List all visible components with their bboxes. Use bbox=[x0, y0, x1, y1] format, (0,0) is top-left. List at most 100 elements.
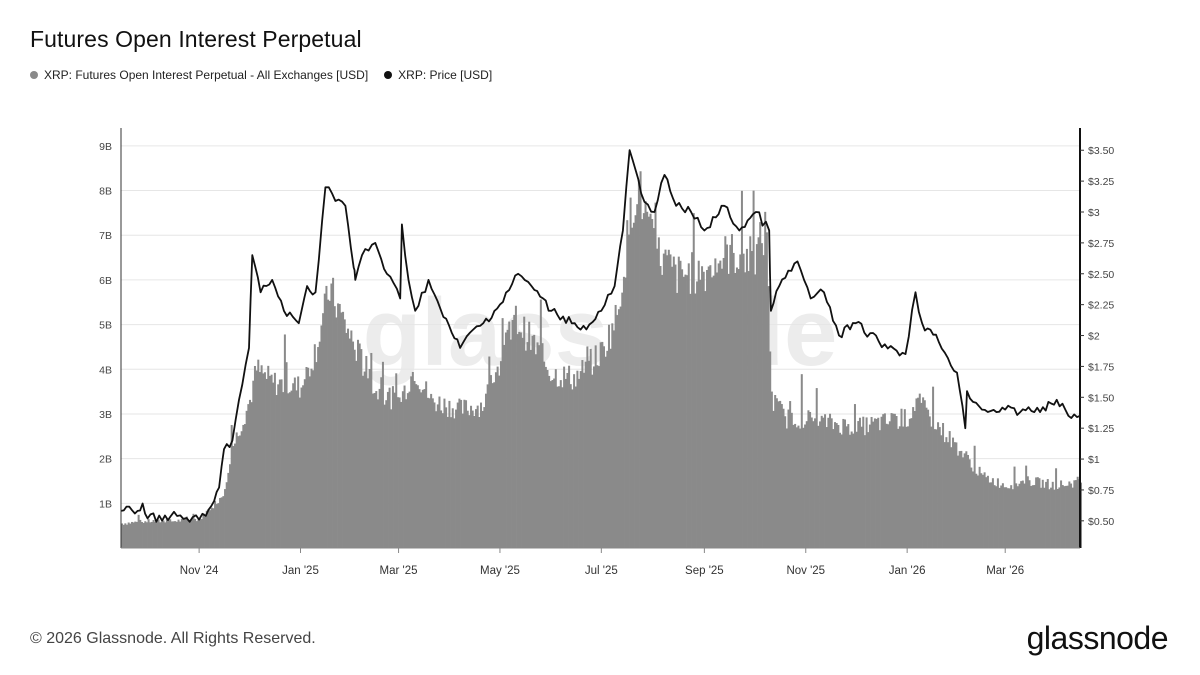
open-interest-bar bbox=[819, 421, 822, 548]
copyright-text: © 2026 Glassnode. All Rights Reserved. bbox=[30, 630, 316, 647]
y-right-tick-label: $3.25 bbox=[1088, 176, 1114, 188]
open-interest-bar bbox=[800, 374, 803, 548]
open-interest-bar bbox=[327, 299, 330, 548]
open-interest-bar bbox=[337, 303, 340, 548]
open-interest-bar bbox=[990, 482, 993, 548]
open-interest-bar bbox=[983, 472, 986, 548]
open-interest-bar bbox=[779, 400, 782, 548]
open-interest-bar bbox=[1030, 485, 1033, 548]
open-interest-bar bbox=[897, 428, 900, 548]
open-interest-bar bbox=[878, 430, 881, 548]
open-interest-bar bbox=[815, 388, 818, 548]
open-interest-bar bbox=[927, 409, 930, 548]
open-interest-bar bbox=[504, 332, 507, 548]
open-interest-bar bbox=[513, 314, 516, 548]
open-interest-bar bbox=[820, 415, 823, 548]
open-interest-bar bbox=[691, 252, 694, 548]
open-interest-bar bbox=[950, 447, 953, 548]
open-interest-bar bbox=[622, 276, 625, 548]
open-interest-bar bbox=[167, 520, 170, 548]
open-interest-bar bbox=[230, 425, 233, 548]
open-interest-bar bbox=[785, 428, 788, 548]
legend-item-open-interest[interactable]: XRP: Futures Open Interest Perpetual - A… bbox=[30, 68, 368, 82]
open-interest-bar bbox=[923, 400, 926, 548]
open-interest-bar bbox=[942, 423, 945, 548]
open-interest-bar bbox=[679, 260, 682, 548]
open-interest-bar bbox=[380, 377, 383, 548]
open-interest-bar bbox=[277, 384, 280, 548]
open-interest-bar bbox=[260, 365, 263, 548]
open-interest-bar bbox=[499, 361, 502, 548]
open-interest-bar bbox=[406, 393, 409, 548]
open-interest-bar bbox=[162, 520, 165, 548]
open-interest-bar bbox=[410, 376, 413, 548]
open-interest-bar bbox=[752, 190, 755, 548]
open-interest-bar bbox=[646, 211, 649, 548]
open-interest-bar bbox=[531, 335, 534, 548]
open-interest-bar bbox=[995, 486, 998, 548]
open-interest-bar bbox=[518, 331, 521, 548]
legend-item-price[interactable]: XRP: Price [USD] bbox=[384, 68, 492, 82]
open-interest-bar bbox=[647, 216, 650, 548]
open-interest-bar bbox=[714, 258, 717, 548]
open-interest-bar bbox=[641, 219, 644, 549]
open-interest-bar bbox=[363, 371, 366, 548]
open-interest-bar bbox=[523, 316, 526, 548]
open-interest-bar bbox=[227, 472, 230, 548]
open-interest-bar bbox=[328, 300, 331, 548]
open-interest-bar bbox=[142, 522, 145, 548]
open-interest-bar bbox=[366, 378, 369, 548]
open-interest-bar bbox=[273, 372, 276, 548]
open-interest-bar bbox=[814, 418, 817, 548]
open-interest-bar bbox=[396, 397, 399, 548]
open-interest-bar bbox=[413, 381, 416, 548]
open-interest-bar bbox=[453, 418, 456, 548]
y-right-tick-label: $2.50 bbox=[1088, 269, 1114, 281]
open-interest-bar bbox=[180, 518, 183, 548]
open-interest-bar bbox=[998, 487, 1001, 548]
open-interest-bar bbox=[656, 248, 659, 548]
open-interest-bar bbox=[1015, 483, 1018, 548]
open-interest-bar bbox=[943, 442, 946, 548]
open-interest-bar bbox=[415, 384, 418, 548]
open-interest-bar bbox=[1073, 480, 1076, 548]
open-interest-bar bbox=[978, 466, 981, 548]
open-interest-bar bbox=[561, 387, 564, 548]
open-interest-bar bbox=[360, 349, 363, 548]
open-interest-bar bbox=[1001, 483, 1004, 548]
open-interest-bar bbox=[245, 410, 248, 548]
open-interest-bar bbox=[385, 400, 388, 548]
open-interest-bar bbox=[937, 422, 940, 548]
open-interest-bar bbox=[411, 371, 414, 548]
open-interest-bar bbox=[789, 401, 792, 548]
open-interest-bar bbox=[754, 274, 757, 548]
open-interest-bar bbox=[669, 254, 672, 548]
open-interest-bar bbox=[591, 374, 594, 548]
open-interest-bar bbox=[822, 417, 825, 548]
open-interest-bar bbox=[737, 269, 740, 548]
open-interest-bar bbox=[873, 418, 876, 548]
open-interest-bar bbox=[662, 253, 665, 548]
open-interest-bar bbox=[1036, 477, 1039, 548]
open-interest-bar bbox=[368, 369, 371, 548]
open-interest-bar bbox=[1038, 478, 1041, 548]
open-interest-bar bbox=[1041, 479, 1044, 548]
glassnode-logo[interactable]: glassnode bbox=[1026, 620, 1169, 656]
open-interest-bar bbox=[830, 418, 833, 548]
open-interest-bar bbox=[639, 171, 642, 548]
open-interest-bar bbox=[971, 471, 974, 548]
open-interest-bar bbox=[235, 432, 238, 548]
open-interest-bar bbox=[1003, 487, 1006, 548]
y-right-tick-label: $2 bbox=[1088, 331, 1100, 343]
open-interest-bar bbox=[1048, 489, 1051, 548]
open-interest-bar bbox=[293, 377, 296, 548]
open-interest-bar bbox=[440, 410, 443, 548]
open-interest-bar bbox=[780, 404, 783, 548]
open-interest-bar bbox=[435, 411, 438, 548]
open-interest-bar bbox=[621, 292, 624, 548]
open-interest-bar bbox=[604, 356, 607, 548]
open-interest-bar bbox=[784, 416, 787, 548]
open-interest-bar bbox=[165, 519, 168, 548]
open-interest-bar bbox=[729, 244, 732, 548]
